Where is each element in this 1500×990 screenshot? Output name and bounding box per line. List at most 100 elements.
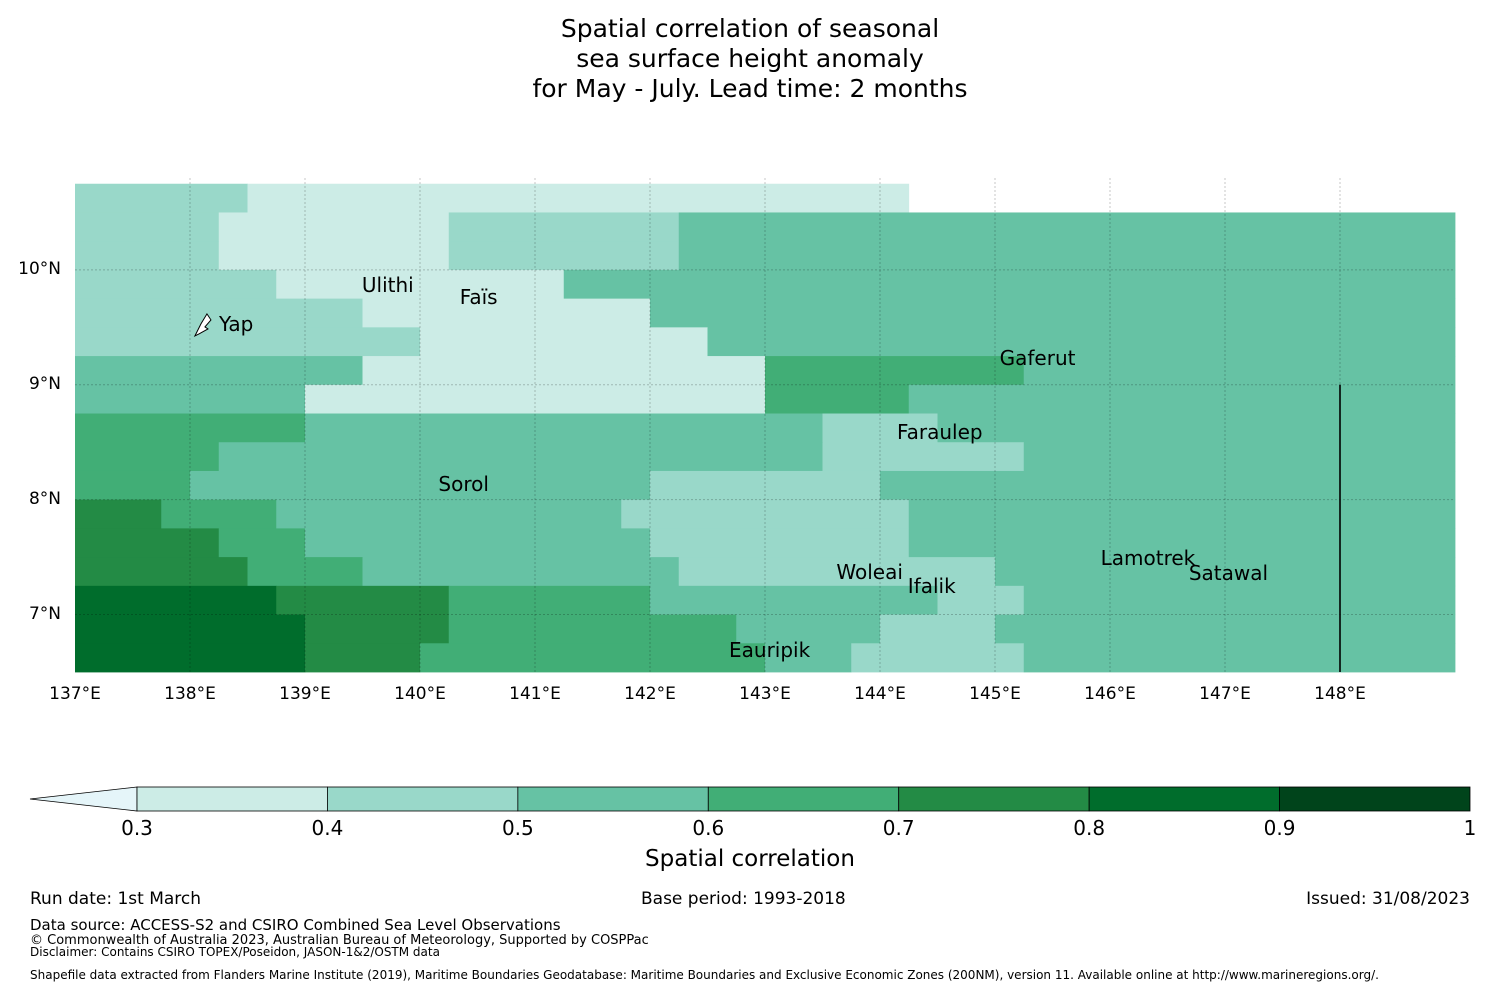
heatmap-cell — [448, 585, 651, 615]
colorbar-tick-label: 0.3 — [121, 816, 153, 840]
heatmap-cell — [995, 614, 1456, 644]
heatmap-cell — [822, 442, 1025, 472]
heatmap-cell — [1023, 643, 1456, 673]
heatmap-cell — [650, 528, 910, 558]
heatmap-cell — [362, 356, 766, 386]
longitude-tick-label: 146°E — [1084, 684, 1136, 704]
longitude-tick-label: 142°E — [624, 684, 676, 704]
data-source: Data source: ACCESS-S2 and CSIRO Combine… — [30, 916, 561, 934]
heatmap-cell — [75, 212, 220, 242]
heatmap-cell — [276, 269, 565, 300]
place-label-ulithi: Ulithi — [361, 272, 414, 297]
longitude-tick-label: 137°E — [49, 684, 101, 704]
heatmap-cell — [75, 585, 277, 615]
place-label-faraulep: Faraulep — [896, 419, 983, 444]
heatmap-cell — [75, 327, 421, 357]
heatmap-cell — [75, 557, 248, 587]
colorbar-bin — [898, 786, 1090, 812]
heatmap-cell — [305, 413, 823, 443]
heatmap-cell — [937, 413, 1456, 443]
heatmap-cell — [362, 557, 680, 587]
shapefile-credit: Shapefile data extracted from Flanders M… — [30, 968, 1379, 982]
colorbar-bin — [517, 786, 709, 812]
heatmap-cell — [218, 241, 450, 271]
longitude-tick-label: 143°E — [739, 684, 791, 704]
heatmap-cell — [75, 269, 277, 300]
heatmap-cell — [880, 614, 996, 644]
longitude-tick-label: 145°E — [969, 684, 1021, 704]
latitude-tick-label: 10°N — [18, 258, 61, 279]
heatmap-cell — [707, 327, 1456, 357]
title-line-3: for May - July. Lead time: 2 months — [532, 74, 968, 103]
yap-island-shape — [193, 312, 212, 338]
heatmap-cell — [822, 413, 938, 443]
place-label-ifalik: Ifalik — [907, 573, 956, 598]
correlation-map — [75, 178, 1456, 673]
colorbar-bin — [1279, 786, 1471, 812]
colorbar-bins — [29, 786, 1471, 812]
colorbar-tick-label: 0.7 — [882, 816, 915, 840]
heatmap-cell — [75, 470, 191, 501]
heatmap-cell — [908, 528, 1456, 558]
heatmap-cells — [75, 183, 1456, 673]
heatmap-cell — [75, 413, 306, 443]
heatmap-cell — [420, 643, 766, 673]
heatmap-cell — [765, 384, 910, 414]
longitude-tick-label: 147°E — [1199, 684, 1251, 704]
longitude-tick-label: 141°E — [509, 684, 561, 704]
heatmap-cell — [563, 269, 1456, 300]
heatmap-cell — [420, 327, 708, 357]
heatmap-cell — [305, 528, 651, 558]
place-label-lamotrek: Lamotrek — [1100, 546, 1196, 571]
heatmap-cell — [448, 241, 680, 271]
latitude-tick-label: 8°N — [28, 488, 61, 509]
longitude-tick-label: 140°E — [394, 684, 446, 704]
heatmap-cell — [650, 470, 881, 501]
heatmap-cell — [190, 470, 651, 501]
disclaimer: Disclaimer: Contains CSIRO TOPEX/Poseido… — [30, 945, 440, 959]
longitude-tick-label: 139°E — [279, 684, 331, 704]
chart-title: Spatial correlation of seasonal sea surf… — [0, 14, 1500, 104]
heatmap-cell — [247, 183, 910, 213]
heatmap-cell — [75, 241, 220, 271]
heatmap-cell — [1023, 442, 1456, 472]
heatmap-cell — [218, 528, 306, 558]
heatmap-cell — [218, 442, 823, 472]
latitude-tick-label: 7°N — [28, 603, 61, 624]
heatmap-cell — [880, 470, 1456, 501]
heatmap-cell — [621, 499, 910, 529]
heatmap-cell — [276, 499, 622, 529]
heatmap-cell — [75, 442, 220, 472]
colorbar — [29, 786, 1471, 812]
colorbar-tick-label: 0.8 — [1073, 816, 1106, 840]
longitude-tick-label: 144°E — [854, 684, 906, 704]
heatmap-cell — [75, 356, 363, 386]
heatmap-cell — [908, 499, 1456, 529]
heatmap-cell — [448, 614, 737, 644]
colorbar-tick-label: 0.4 — [311, 816, 344, 840]
heatmap-cell — [305, 384, 766, 414]
heatmap-cell — [218, 212, 450, 242]
colorbar-bin — [136, 786, 328, 812]
heatmap-cell — [650, 298, 1456, 328]
heatmap-cell — [908, 384, 1456, 414]
colorbar-bin — [327, 786, 519, 812]
heatmap-cell — [75, 614, 306, 644]
heatmap-cell — [362, 298, 651, 328]
heatmap-cell — [678, 557, 996, 587]
heatmap-cell — [765, 643, 852, 673]
heatmap-cell — [1023, 585, 1456, 615]
heatmap-cell — [736, 614, 881, 644]
place-label-fas: Faïs — [459, 285, 498, 310]
base-period: Base period: 1993-2018 — [641, 889, 846, 909]
place-label-eauripik: Eauripik — [729, 638, 811, 663]
colorbar-tick-label: 1 — [1463, 816, 1477, 840]
colorbar-bin — [707, 786, 900, 812]
colorbar-tick-label: 0.9 — [1263, 816, 1296, 840]
longitude-tick-label: 138°E — [164, 684, 216, 704]
heatmap-cell — [161, 499, 277, 529]
title-line-2: sea surface height anomaly — [576, 44, 924, 73]
heatmap-cell — [937, 585, 1025, 615]
heatmap-cell — [305, 614, 450, 644]
heatmap-cell — [448, 212, 680, 242]
